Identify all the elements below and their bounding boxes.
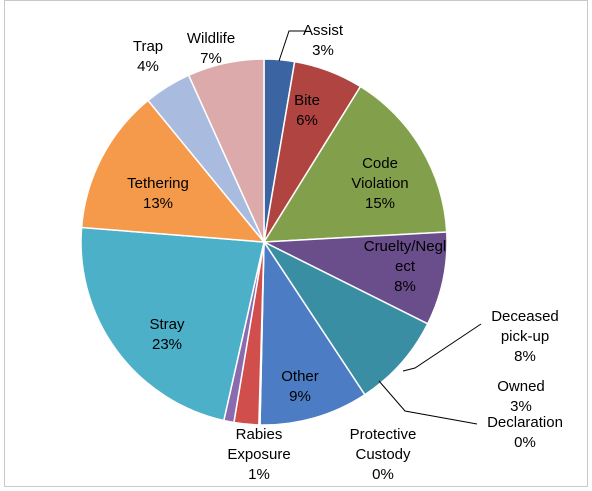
slice-label-bite: Bite 6% xyxy=(294,92,320,129)
slice-label-percent: 6% xyxy=(296,112,318,129)
slice-label-percent: 3% xyxy=(510,398,532,415)
slice-label-percent: 8% xyxy=(394,278,416,295)
slice-label-category: Violation xyxy=(351,175,408,192)
pie-chart: Assist 3% Bite 6% Code Violation 15% Cruelty/Ne… xyxy=(80,22,563,483)
slice-label-percent: 3% xyxy=(312,42,334,59)
pie-slice-cruelty-neglect xyxy=(261,231,448,325)
slice-label-category: Rabies xyxy=(236,426,283,443)
slice-label-percent: 1% xyxy=(248,466,270,483)
slice-label-category: Custody xyxy=(355,446,411,463)
slice-label-wildlife: Wildlife 7% xyxy=(187,30,235,67)
slice-label-category: Wildlife xyxy=(187,30,235,47)
chart-frame: Assist 3% Bite 6% Code Violation 15% Cruelty/Ne… xyxy=(4,0,588,487)
slice-label-percent: 8% xyxy=(514,348,536,365)
slice-label-percent: 0% xyxy=(514,434,536,451)
leader-lines xyxy=(278,30,482,425)
slice-label-deceased-pick-up: Deceased pick-up 8% xyxy=(491,308,559,365)
slice-label-category: Bite xyxy=(294,92,320,109)
slice-label-percent: 4% xyxy=(137,58,159,75)
slice-label-tethering: Tethering 13% xyxy=(127,175,189,212)
pie-slice-tethering xyxy=(80,99,266,243)
slice-label-cruelty-neglect: Cruelty/Negl ect 8% xyxy=(364,238,447,295)
slice-label-category: Deceased xyxy=(491,308,559,325)
slice-label-owned: Owned 3% xyxy=(497,378,545,415)
slice-label-assist: Assist 3% xyxy=(303,22,344,59)
slice-label-category: Other xyxy=(281,368,319,385)
pie-slice-wildlife xyxy=(187,58,265,243)
slice-label-trap: Trap 4% xyxy=(133,38,163,75)
slice-label-category: pick-up xyxy=(501,328,549,345)
slice-label-category: Cruelty/Negl xyxy=(364,238,447,255)
slice-label-category: Trap xyxy=(133,38,163,55)
slice-label-category: Stray xyxy=(149,316,185,333)
slice-label-category: Tethering xyxy=(127,175,189,192)
slice-label-percent: 9% xyxy=(289,388,311,405)
slice-label-stray: Stray 23% xyxy=(149,316,185,353)
pie-slice-deceased-pick-up xyxy=(261,240,429,396)
slice-label-protective-custody: Protective Custody 0% xyxy=(350,426,417,483)
slice-label-code-violation: Code Violation 15% xyxy=(351,155,408,212)
slice-labels: Assist 3% Bite 6% Code Violation 15% Cruelty/Ne… xyxy=(127,22,563,483)
pie-slice-stray xyxy=(80,226,265,422)
leader-line-deceased-pick-up xyxy=(402,323,482,372)
slice-label-declaration: Declaration 0% xyxy=(487,414,563,451)
leader-line-assist xyxy=(278,30,305,62)
slice-label-percent: 15% xyxy=(365,195,395,212)
slice-label-category: Declaration xyxy=(487,414,563,431)
slice-label-percent: 7% xyxy=(200,50,222,67)
pie-slices xyxy=(80,58,448,426)
slice-label-percent: 23% xyxy=(152,336,182,353)
slice-label-category: ect xyxy=(395,258,416,275)
slice-label-rabies-exposure: Rabies Exposure 1% xyxy=(227,426,290,483)
slice-label-category: Protective xyxy=(350,426,417,443)
slice-label-other: Other 9% xyxy=(281,368,319,405)
slice-label-percent: 0% xyxy=(372,466,394,483)
leader-line-declaration xyxy=(378,380,478,425)
slice-label-category: Assist xyxy=(303,22,344,39)
pie-slice-code-violation xyxy=(262,85,448,243)
slice-label-percent: 13% xyxy=(143,195,173,212)
slice-label-category: Owned xyxy=(497,378,545,395)
slice-label-category: Exposure xyxy=(227,446,290,463)
slice-label-category: Code xyxy=(362,155,398,172)
pie-slice-other xyxy=(259,239,366,426)
